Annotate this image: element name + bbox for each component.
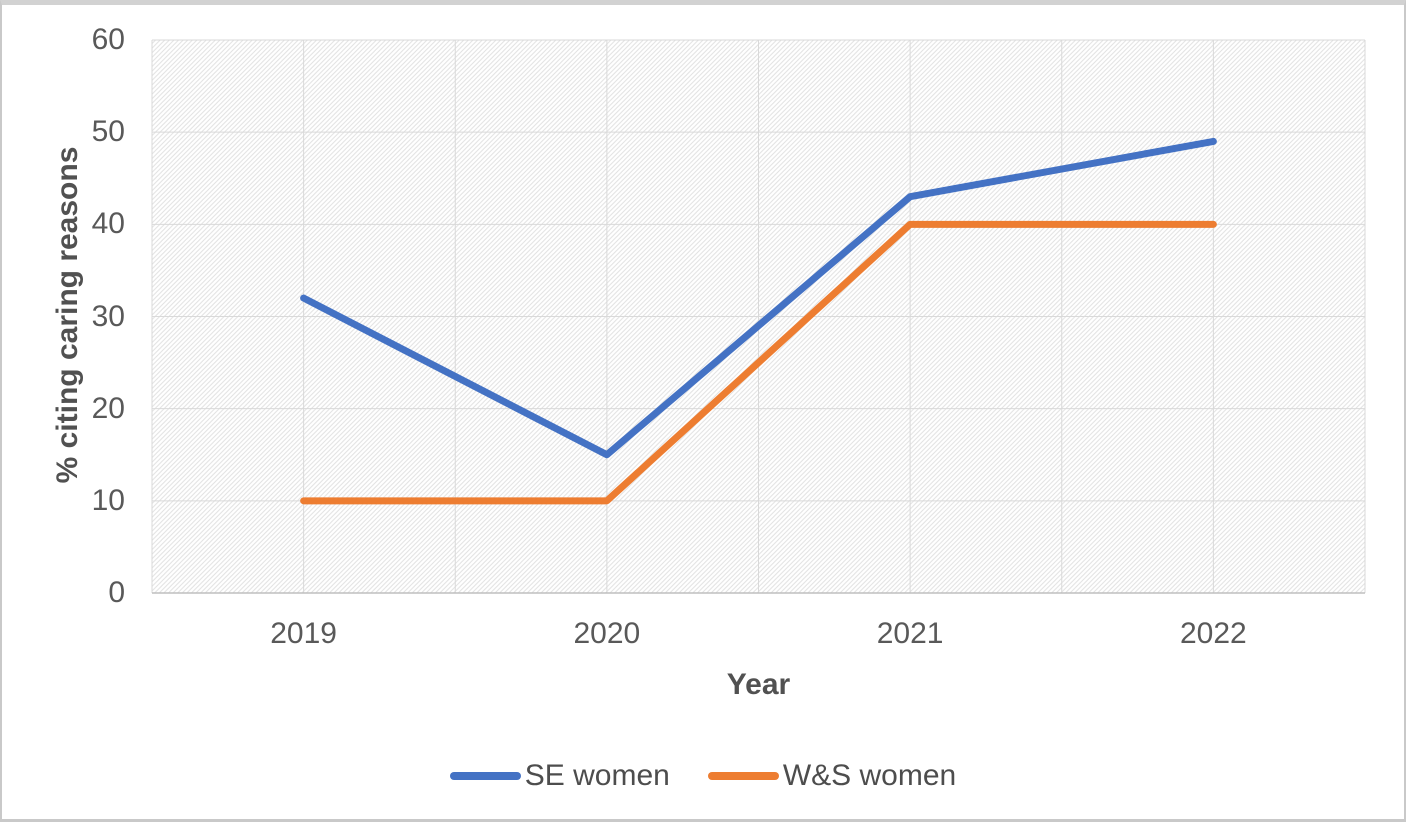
ws-women-line-swatch-icon: [707, 772, 779, 780]
legend: SE women W&S women: [2, 754, 1404, 798]
y-tick-label: 30: [91, 299, 125, 333]
legend-item-ws-women: W&S women: [707, 756, 957, 796]
x-tick-label: 2021: [876, 617, 944, 650]
chart-plot-svg: [151, 39, 1366, 594]
x-tick-label: 2020: [573, 617, 641, 650]
y-axis-title: % citing caring reasons: [51, 146, 84, 484]
y-tick-label: 60: [91, 23, 125, 56]
series-line-se-women: [300, 137, 1217, 459]
y-tick-label: 40: [91, 207, 125, 241]
y-tick-label: 10: [91, 483, 125, 517]
se-women-line-swatch-icon: [449, 772, 521, 780]
legend-item-se-women: SE women: [449, 756, 670, 796]
x-tick-label: 2019: [270, 617, 337, 650]
legend-label-ws-women: W&S women: [782, 759, 957, 792]
legend-label-se-women: SE women: [524, 759, 670, 792]
y-tick-label: 50: [91, 115, 125, 149]
x-tick-label: 2022: [1180, 617, 1247, 650]
y-tick-label: 20: [91, 391, 125, 425]
series-line-w-s-women: [300, 220, 1217, 505]
y-tick-label: 0: [108, 576, 125, 609]
x-axis-title: Year: [726, 668, 791, 701]
